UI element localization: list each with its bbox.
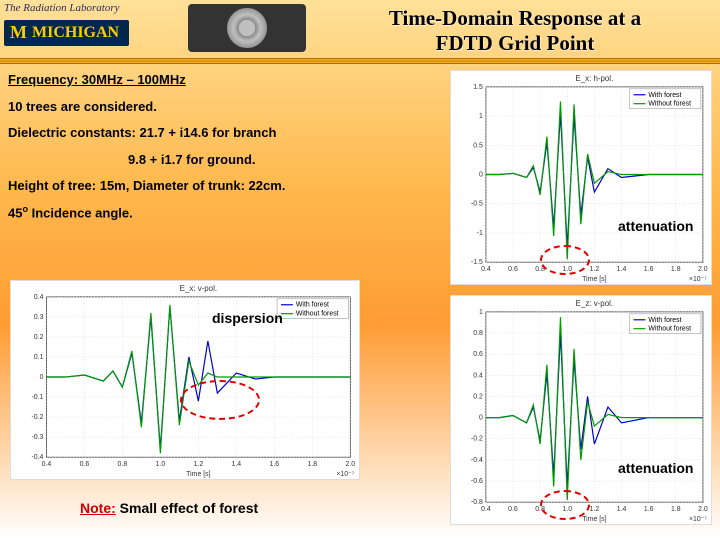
svg-text:0.8: 0.8 <box>118 461 128 468</box>
svg-text:1.0: 1.0 <box>156 461 166 468</box>
svg-text:1.2: 1.2 <box>590 506 600 513</box>
darpa-seal-icon <box>227 8 267 48</box>
svg-text:1.8: 1.8 <box>671 506 681 513</box>
svg-text:1.2: 1.2 <box>590 266 600 273</box>
svg-text:0.8: 0.8 <box>473 330 483 337</box>
svg-text:-0.4: -0.4 <box>31 454 43 461</box>
svg-text:E_x: v-pol.: E_x: v-pol. <box>180 284 217 293</box>
svg-text:0.6: 0.6 <box>473 351 483 358</box>
svg-text:Without forest: Without forest <box>648 326 691 333</box>
svg-text:-0.4: -0.4 <box>471 457 483 464</box>
svg-text:-0.3: -0.3 <box>31 434 43 441</box>
svg-text:1.8: 1.8 <box>671 266 681 273</box>
svg-text:0.4: 0.4 <box>473 372 483 379</box>
header-rule <box>0 58 720 64</box>
svg-text:E_z: v-pol.: E_z: v-pol. <box>576 299 613 308</box>
svg-text:0.6: 0.6 <box>508 266 518 273</box>
callout-attenuation-1: attenuation <box>618 218 693 234</box>
svg-text:0: 0 <box>479 415 483 422</box>
svg-text:0.4: 0.4 <box>34 294 44 301</box>
annotation-ellipse-atten-2 <box>540 490 590 520</box>
svg-text:E_x: h-pol.: E_x: h-pol. <box>575 74 613 83</box>
svg-text:1: 1 <box>479 309 483 316</box>
svg-text:0: 0 <box>40 374 44 381</box>
darpa-badge <box>188 4 306 52</box>
svg-text:×10⁻⁷: ×10⁻⁷ <box>689 276 707 283</box>
svg-text:1.8: 1.8 <box>308 461 318 468</box>
svg-text:×10⁻⁷: ×10⁻⁷ <box>689 516 707 523</box>
svg-text:0.6: 0.6 <box>80 461 90 468</box>
svg-text:1.2: 1.2 <box>194 461 204 468</box>
svg-text:0.6: 0.6 <box>508 506 518 513</box>
svg-text:-0.8: -0.8 <box>471 499 483 506</box>
svg-text:1.4: 1.4 <box>617 506 627 513</box>
svg-text:2.0: 2.0 <box>698 266 708 273</box>
svg-text:0.4: 0.4 <box>481 266 491 273</box>
svg-text:1.5: 1.5 <box>473 84 483 91</box>
svg-text:×10⁻⁷: ×10⁻⁷ <box>336 471 354 478</box>
lab-label: The Radiation Laboratory <box>4 2 120 14</box>
svg-text:-0.2: -0.2 <box>31 414 43 421</box>
footer-note: Note: Small effect of forest <box>80 500 258 516</box>
chart-ex-vpol-svg: 0.4 0.6 0.8 1.0 1.2 1.4 1.6 1.8 2.0 -0.4 -0.3 -0.2 -… <box>11 281 359 479</box>
svg-text:-0.2: -0.2 <box>471 436 483 443</box>
callout-attenuation-2: attenuation <box>618 460 693 476</box>
svg-text:Time [s]: Time [s] <box>186 471 210 478</box>
svg-text:0.4: 0.4 <box>481 506 491 513</box>
svg-text:1: 1 <box>479 113 483 120</box>
svg-text:-0.6: -0.6 <box>471 478 483 485</box>
svg-text:-1: -1 <box>477 230 483 237</box>
svg-text:-0.1: -0.1 <box>31 394 43 401</box>
title-line2: FDTD Grid Point <box>436 31 595 55</box>
header: The Radiation Laboratory MICHIGAN Time-D… <box>0 0 720 58</box>
svg-text:Time [s]: Time [s] <box>582 276 606 283</box>
svg-text:With forest: With forest <box>648 317 681 324</box>
chart-ez-vpol: 0.40.60.81.01.21.41.61.82.0-0.8-0.6-0.4-… <box>450 295 712 525</box>
svg-text:0.5: 0.5 <box>473 142 483 149</box>
svg-text:0: 0 <box>479 172 483 179</box>
svg-text:-0.5: -0.5 <box>471 201 483 208</box>
svg-text:0.4: 0.4 <box>42 461 52 468</box>
title-line1: Time-Domain Response at a <box>389 6 641 30</box>
svg-text:2.0: 2.0 <box>698 506 708 513</box>
slide-title: Time-Domain Response at a FDTD Grid Poin… <box>310 0 720 58</box>
svg-text:1.6: 1.6 <box>270 461 280 468</box>
svg-text:With forest: With forest <box>296 302 329 309</box>
callout-dispersion: dispersion <box>212 310 283 326</box>
header-left: The Radiation Laboratory MICHIGAN <box>0 0 310 58</box>
svg-text:0.2: 0.2 <box>34 334 44 341</box>
svg-text:1.6: 1.6 <box>644 506 654 513</box>
svg-text:0.3: 0.3 <box>34 314 44 321</box>
annotation-ellipse-atten-1 <box>540 245 590 275</box>
chart-ex-vpol: 0.4 0.6 0.8 1.0 1.2 1.4 1.6 1.8 2.0 -0.4 -0.3 -0.2 -… <box>10 280 360 480</box>
svg-text:0.2: 0.2 <box>473 393 483 400</box>
svg-text:1.4: 1.4 <box>232 461 242 468</box>
svg-text:2.0: 2.0 <box>346 461 356 468</box>
svg-text:-1.5: -1.5 <box>471 259 483 266</box>
svg-text:1.4: 1.4 <box>617 266 627 273</box>
note-prefix: Note: <box>80 500 116 516</box>
annotation-ellipse-dispersion <box>180 380 260 420</box>
svg-text:With forest: With forest <box>648 92 681 99</box>
chart-ez-vpol-svg: 0.40.60.81.01.21.41.61.82.0-0.8-0.6-0.4-… <box>451 296 711 524</box>
svg-text:Time [s]: Time [s] <box>582 516 606 523</box>
university-logo: MICHIGAN <box>4 20 129 46</box>
note-text: Small effect of forest <box>116 500 258 516</box>
slide-page: The Radiation Laboratory MICHIGAN Time-D… <box>0 0 720 540</box>
svg-text:1.6: 1.6 <box>644 266 654 273</box>
svg-text:0.1: 0.1 <box>34 354 44 361</box>
svg-text:Without forest: Without forest <box>648 101 691 108</box>
svg-text:Without forest: Without forest <box>296 311 339 318</box>
